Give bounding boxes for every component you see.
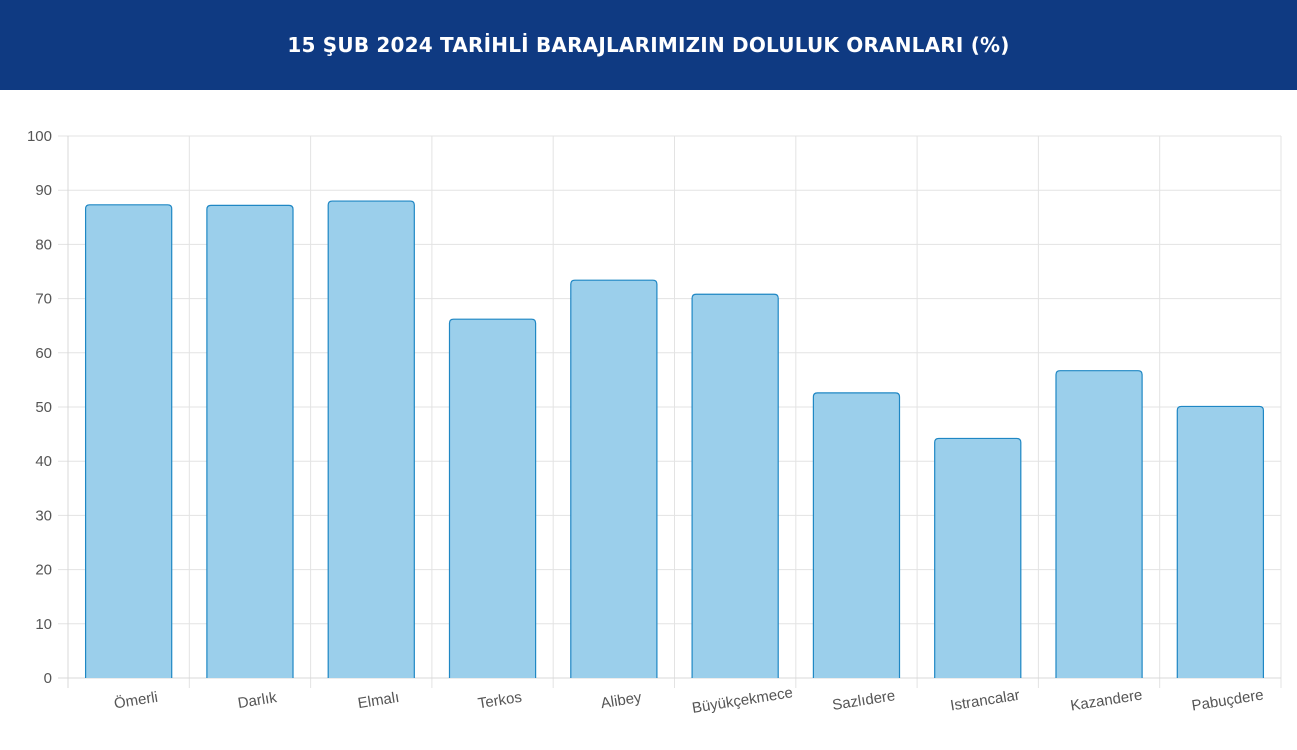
bar-sazl-dere[interactable] <box>812 392 901 678</box>
y-tick-label: 70 <box>35 291 52 308</box>
bar-pabu-dere[interactable] <box>1176 405 1265 678</box>
y-axis-ticks: 0 10 20 30 40 50 60 70 80 90 100 <box>27 128 52 687</box>
chart-header: 15 ŞUB 2024 TARİHLİ BARAJLARIMIZIN DOLUL… <box>0 0 1297 90</box>
x-tick-label: Darlık <box>237 689 279 712</box>
bar-elmal-[interactable] <box>327 200 415 678</box>
x-tick-label: Sazlıdere <box>831 687 896 714</box>
bar--merli[interactable] <box>84 204 173 678</box>
bar-darl-k[interactable] <box>206 204 294 678</box>
x-tick-label: Pabuçdere <box>1190 686 1264 714</box>
x-tick-label: Alibey <box>600 689 644 712</box>
bar-chart: 0 10 20 30 40 50 60 70 80 90 100 Ömerli Darlık Elmal… <box>27 128 1282 717</box>
y-tick-label: 20 <box>35 562 52 579</box>
x-tick-label: Terkos <box>477 689 523 713</box>
bar-alibey[interactable] <box>570 279 658 678</box>
x-tick-label: Elmalı <box>357 689 401 712</box>
x-axis-labels: Ömerli Darlık Elmalı Terkos Alibey Büyükçekme… <box>113 684 1265 717</box>
bar-b-y-k-ekmece[interactable] <box>691 293 779 678</box>
bar-istrancalar[interactable] <box>934 437 1022 678</box>
x-tick-label: Kazandere <box>1069 686 1143 714</box>
y-tick-label: 0 <box>44 670 52 687</box>
bar-terkos[interactable] <box>448 318 537 678</box>
y-tick-label: 10 <box>35 616 52 633</box>
x-tick-label: Istrancalar <box>949 687 1021 715</box>
y-tick-label: 90 <box>35 182 52 199</box>
y-tick-label: 60 <box>35 345 52 362</box>
y-tick-label: 80 <box>35 236 52 253</box>
chart-title: 15 ŞUB 2024 TARİHLİ BARAJLARIMIZIN DOLUL… <box>287 33 1010 57</box>
y-tick-label: 50 <box>35 399 52 416</box>
x-tick-label: Büyükçekmece <box>691 684 794 717</box>
x-tick-label: Ömerli <box>113 688 159 713</box>
y-tick-label: 30 <box>35 507 52 524</box>
bar-layer <box>84 200 1265 678</box>
y-tick-label: 40 <box>35 453 52 470</box>
bar-kazandere[interactable] <box>1055 370 1143 678</box>
y-tick-label: 100 <box>27 128 52 145</box>
